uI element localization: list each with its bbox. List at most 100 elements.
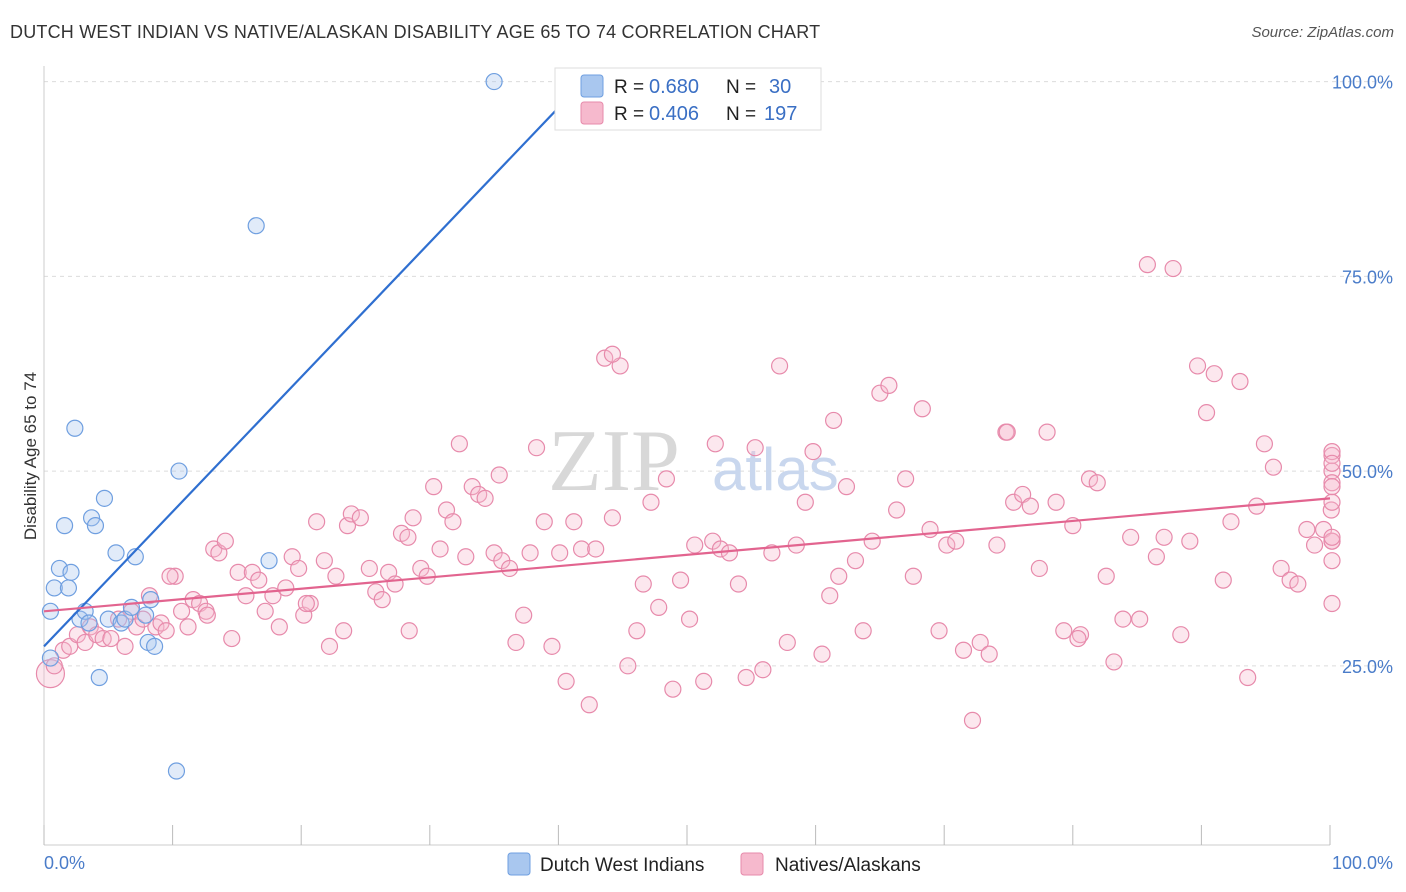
native-point-153 xyxy=(1172,626,1190,644)
chart-title: DUTCH WEST INDIAN VS NATIVE/ALASKAN DISA… xyxy=(10,22,821,42)
native-point-95 xyxy=(686,536,704,554)
dutch-point-4 xyxy=(55,517,74,535)
native-point-193 xyxy=(161,567,179,585)
native-point-138 xyxy=(1047,493,1065,511)
native-point-126 xyxy=(947,532,965,550)
native-point-159 xyxy=(1222,513,1240,531)
native-point-120 xyxy=(897,470,915,488)
native-point-109 xyxy=(804,443,822,461)
y-tick-label-0: 100.0% xyxy=(1332,73,1393,93)
native-point-84 xyxy=(603,509,622,527)
points-layer xyxy=(35,72,1341,780)
native-point-100 xyxy=(729,575,748,593)
native-point-40 xyxy=(301,594,319,613)
native-point-33 xyxy=(256,602,274,620)
native-point-137 xyxy=(1038,423,1056,441)
native-point-51 xyxy=(373,591,391,609)
native-point-30 xyxy=(237,587,255,605)
legend-r-value-1: 0.680 xyxy=(649,76,699,98)
dutch-point-6 xyxy=(62,563,80,581)
native-point-148 xyxy=(1131,610,1149,628)
native-point-90 xyxy=(650,598,668,617)
native-point-59 xyxy=(425,478,443,496)
native-point-145 xyxy=(1105,653,1123,671)
dutch-point-5 xyxy=(59,579,78,597)
native-point-175 xyxy=(1323,443,1341,461)
bottom-legend-swatch-natives xyxy=(740,852,764,876)
native-point-139 xyxy=(1055,622,1073,640)
native-point-152 xyxy=(1164,259,1182,278)
native-point-89 xyxy=(642,493,660,511)
native-point-156 xyxy=(1197,404,1216,422)
watermark-zip: ZIP xyxy=(548,413,680,510)
dutch-point-15 xyxy=(99,610,117,628)
native-point-177 xyxy=(1323,532,1341,550)
native-point-72 xyxy=(515,606,533,624)
dutch-point-20 xyxy=(126,548,144,566)
native-point-165 xyxy=(1272,559,1290,578)
legend-n-value-2: 197 xyxy=(764,103,797,125)
dutch-point-27 xyxy=(247,217,265,235)
native-point-73 xyxy=(521,544,539,562)
x-tick-left: 0.0% xyxy=(44,853,85,873)
native-point-105 xyxy=(770,357,789,375)
native-point-106 xyxy=(778,633,796,652)
native-point-185 xyxy=(1069,629,1087,648)
native-point-77 xyxy=(551,544,569,562)
native-point-81 xyxy=(580,696,598,714)
native-point-94 xyxy=(680,610,699,628)
legend-n-label-1: N = xyxy=(726,77,756,98)
dutch-point-26 xyxy=(167,762,186,780)
native-point-55 xyxy=(399,528,417,546)
dutch-trend-line xyxy=(43,100,566,648)
native-trend-line xyxy=(43,497,1331,613)
native-point-123 xyxy=(921,520,939,539)
native-point-184 xyxy=(998,423,1016,441)
dutch-point-23 xyxy=(142,591,160,609)
native-point-71 xyxy=(507,633,525,652)
native-point-149 xyxy=(1138,256,1156,274)
native-point-178 xyxy=(1323,552,1341,570)
native-point-86 xyxy=(619,657,637,675)
native-point-87 xyxy=(628,622,646,640)
native-point-79 xyxy=(565,513,583,531)
y-tick-label-1: 75.0% xyxy=(1342,267,1393,287)
native-point-147 xyxy=(1122,528,1140,546)
native-point-44 xyxy=(327,567,345,585)
native-point-160 xyxy=(1231,372,1249,391)
native-point-125 xyxy=(938,536,956,554)
native-point-154 xyxy=(1181,532,1199,550)
y-tick-labels: 100.0% 75.0% 50.0% 25.0% xyxy=(1332,73,1393,677)
native-point-128 xyxy=(963,711,982,729)
native-point-127 xyxy=(954,641,973,659)
native-point-189 xyxy=(490,466,508,484)
native-point-91 xyxy=(657,470,676,488)
native-point-36 xyxy=(277,579,295,597)
dutch-point-25 xyxy=(170,462,188,480)
native-point-161 xyxy=(1239,668,1257,687)
native-point-82 xyxy=(587,540,605,558)
native-point-114 xyxy=(846,552,865,570)
dutch-point-13 xyxy=(90,668,108,687)
native-point-28 xyxy=(223,629,241,648)
bottom-legend: Dutch West Indians Natives/Alaskans xyxy=(507,852,921,876)
x-tick-right: 100.0% xyxy=(1332,853,1393,873)
native-point-43 xyxy=(320,637,339,655)
native-point-41 xyxy=(308,513,326,531)
native-point-163 xyxy=(1255,435,1274,453)
native-point-96 xyxy=(695,672,713,691)
native-point-186 xyxy=(825,411,843,430)
native-point-116 xyxy=(863,532,881,550)
native-point-19 xyxy=(166,567,184,585)
native-point-136 xyxy=(1030,559,1048,578)
y-axis-label: Disability Age 65 to 74 xyxy=(21,372,40,540)
dutch-point-19 xyxy=(122,598,141,617)
dutch-point-10 xyxy=(80,614,98,632)
native-point-38 xyxy=(290,559,308,578)
native-point-35 xyxy=(270,618,288,636)
native-point-101 xyxy=(737,668,755,687)
native-point-78 xyxy=(557,672,575,691)
dutch-point-2 xyxy=(45,579,63,597)
bottom-legend-label-natives: Natives/Alaskans xyxy=(775,855,921,876)
legend-r-label-1: R = xyxy=(614,77,644,98)
